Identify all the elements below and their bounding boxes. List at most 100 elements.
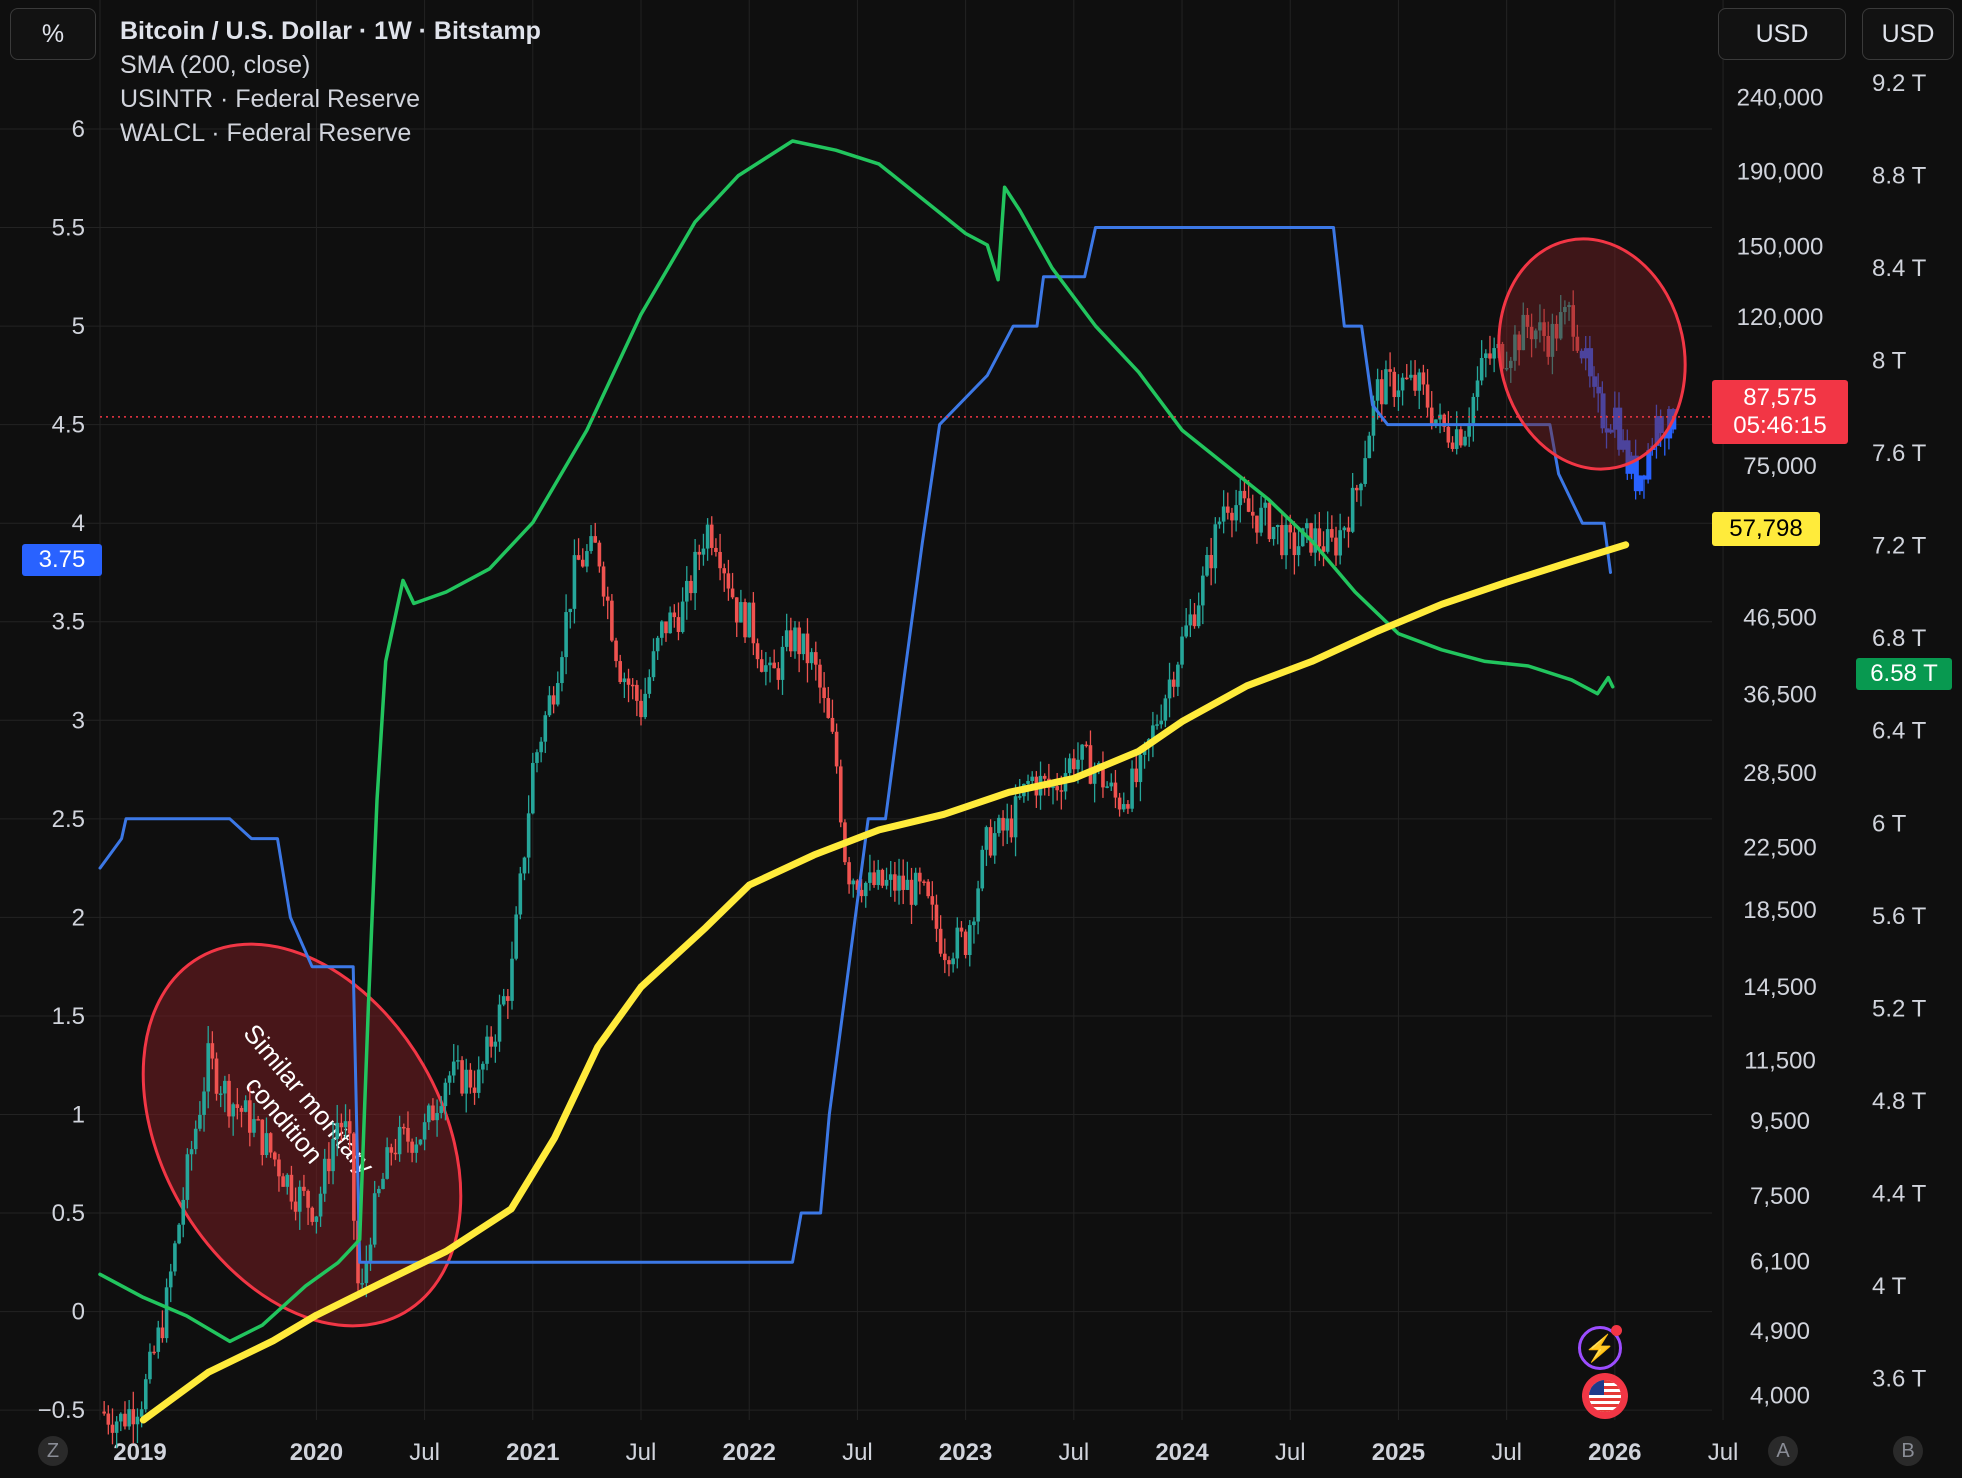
candle-body <box>622 678 627 683</box>
candle-body <box>1342 527 1347 531</box>
candle-body <box>1558 312 1563 339</box>
candle-body <box>539 741 543 753</box>
candle-body <box>660 621 664 638</box>
candle-body <box>963 931 968 956</box>
candle-body <box>1151 725 1155 740</box>
candle-body <box>1508 360 1513 368</box>
candle-body <box>1438 414 1442 420</box>
zoom-reset-button[interactable]: Z <box>38 1436 68 1466</box>
candle-body <box>605 596 610 601</box>
candle-body <box>243 1100 248 1112</box>
auto-scale-button[interactable]: A <box>1768 1436 1798 1466</box>
candle-body <box>1442 414 1447 427</box>
candle-body <box>709 524 714 548</box>
balance-axis-button[interactable]: B <box>1893 1436 1923 1466</box>
candle-body <box>897 875 901 891</box>
candle-body <box>1550 323 1555 357</box>
candle-body <box>181 1199 186 1225</box>
candle-body <box>1467 423 1471 437</box>
candle-body <box>522 857 527 874</box>
candle-body <box>489 1036 493 1047</box>
candle-body <box>1263 502 1268 508</box>
candle-body <box>231 1104 235 1117</box>
candle-body <box>1300 528 1305 547</box>
candle-body <box>1604 428 1610 433</box>
candle-body <box>1076 759 1080 770</box>
date-tick-label: 2023 <box>939 1439 992 1466</box>
date-tick-label: Jul <box>409 1439 440 1466</box>
us-flag-icon[interactable] <box>1582 1373 1628 1419</box>
left-tick-label: 2 <box>72 904 85 931</box>
candle-body <box>1325 529 1330 552</box>
candle-body <box>834 731 839 767</box>
currency-button-balance[interactable]: USD <box>1862 8 1954 60</box>
percent-scale-button[interactable]: % <box>10 8 96 60</box>
legend-walcl[interactable]: WALCL · Federal Reserve <box>120 119 412 147</box>
candle-body <box>1359 483 1363 491</box>
candle-body <box>202 1091 206 1115</box>
candle-body <box>772 662 776 669</box>
candle-body <box>1463 436 1467 446</box>
candle-body <box>1026 781 1030 784</box>
candle-body <box>1005 818 1010 831</box>
candle-body <box>855 880 860 890</box>
candle-body <box>268 1133 273 1153</box>
candle-body <box>635 684 639 701</box>
date-axis: 2019 2020 Jul 2021 Jul 2022 Jul 2023 Jul 2024 Jul 2… <box>113 1439 1738 1466</box>
series-line-sma[interactable] <box>139 541 1630 1424</box>
candle-body <box>980 849 985 889</box>
candle-body <box>863 882 868 897</box>
candle-body <box>310 1207 315 1222</box>
legend-title[interactable]: Bitcoin / U.S. Dollar · 1W · Bitstamp <box>120 17 541 45</box>
candle-body <box>1092 768 1097 784</box>
date-tick-label: Jul <box>1708 1439 1739 1466</box>
price-tick-label: 22,500 <box>1743 835 1816 862</box>
candle-body <box>281 1176 285 1187</box>
legend-usintr[interactable]: USINTR · Federal Reserve <box>120 85 421 113</box>
candle-body <box>868 872 872 883</box>
candle-body <box>789 630 793 652</box>
candle-body <box>306 1190 310 1208</box>
candle-body <box>705 524 710 549</box>
candle-body <box>1646 450 1652 480</box>
left-tick-label: 6 <box>72 116 85 143</box>
currency-button-price[interactable]: USD <box>1718 8 1846 60</box>
candle-body <box>764 665 768 672</box>
candle-body <box>872 872 876 886</box>
candle-body <box>1450 442 1455 449</box>
candle-body <box>1155 724 1159 726</box>
candle-body <box>1317 528 1322 547</box>
highlight-circle-2019 <box>141 942 463 1328</box>
candle-body <box>1121 804 1126 810</box>
candle-body <box>768 662 772 666</box>
candle-body <box>693 551 697 594</box>
candle-body <box>1275 525 1280 528</box>
candle-body <box>1375 379 1380 401</box>
candle-body <box>1242 490 1247 499</box>
candle-body <box>297 1186 302 1212</box>
candle-body <box>1388 369 1392 372</box>
price-tick-label: 120,000 <box>1737 304 1824 331</box>
candle-body <box>947 960 951 965</box>
price-tick-label: 4,900 <box>1750 1318 1810 1345</box>
series-line-usintr[interactable] <box>98 226 1612 1264</box>
candle-body <box>1338 530 1342 556</box>
date-tick-label: 2020 <box>290 1439 343 1466</box>
candle-body <box>1255 515 1259 533</box>
candle-body <box>676 617 681 632</box>
candle-body <box>164 1287 169 1339</box>
candle-body <box>397 1126 402 1155</box>
candle-body <box>568 608 573 613</box>
date-tick-label: Jul <box>626 1439 657 1466</box>
legend-sma[interactable]: SMA (200, close) <box>120 51 311 79</box>
candle-body <box>497 1004 502 1042</box>
series-line-walcl[interactable] <box>98 139 1615 1344</box>
candle-body <box>951 958 955 965</box>
ai-assistant-icon[interactable]: ⚡ <box>1578 1325 1622 1370</box>
candle-body <box>364 1261 369 1284</box>
candle-body <box>422 1122 427 1140</box>
candle-body <box>1625 440 1631 474</box>
candle-body <box>193 1128 198 1150</box>
candle-body <box>1280 525 1284 556</box>
